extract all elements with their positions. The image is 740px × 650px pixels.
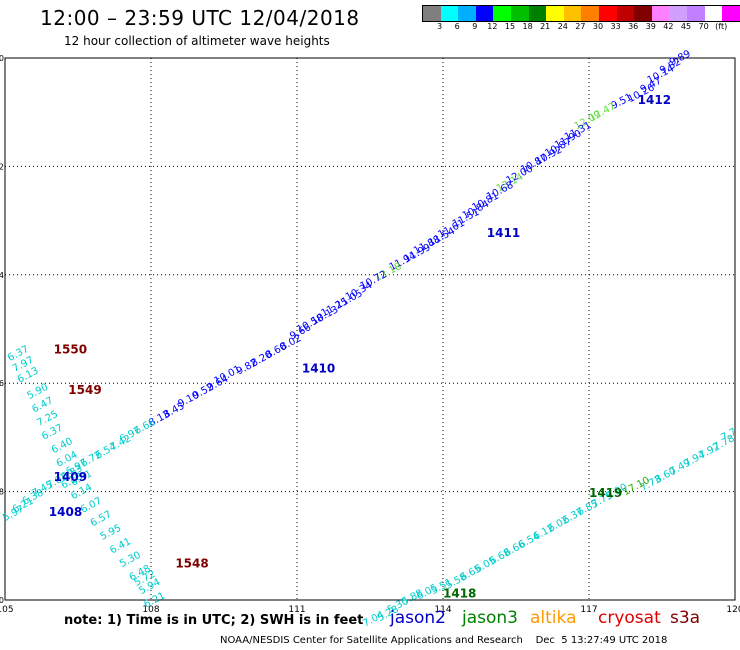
color-swatch (722, 6, 740, 21)
pass-number-label: 1412 (638, 93, 671, 107)
color-swatch (669, 6, 687, 21)
x-tick-label: 114 (434, 605, 451, 615)
color-scale-bar (422, 5, 740, 22)
pass-number-label: 1409 (54, 470, 87, 484)
color-scale-label: 42 (663, 22, 674, 31)
color-swatch (440, 6, 459, 21)
x-tick-label: 117 (580, 605, 597, 615)
pass-number-label: 1550 (54, 342, 87, 356)
pass-number-label: 1549 (68, 383, 101, 397)
color-swatch (581, 6, 599, 21)
map-frame (4, 57, 736, 601)
y-tick-label: -56 (0, 379, 4, 388)
color-scale-label: 6 (454, 22, 460, 31)
color-swatch (528, 6, 547, 21)
color-scale-label: (ft) (715, 22, 728, 31)
page-title: 12:00 – 23:59 UTC 12/04/2018 (40, 6, 360, 30)
satellite-legend-entry: altika (530, 608, 577, 628)
color-scale-label: 70 (698, 22, 709, 31)
color-scale-label: 9 (472, 22, 478, 31)
color-swatch (651, 6, 670, 21)
color-swatch (616, 6, 635, 21)
swh-value-label: 7.04 (361, 609, 386, 629)
color-swatch (598, 6, 617, 21)
x-tick-label: 105 (0, 605, 14, 615)
x-tick-label: 111 (288, 605, 305, 615)
color-scale-label: 12 (487, 22, 498, 31)
x-tick-label: 108 (142, 605, 159, 615)
color-swatch (634, 6, 652, 21)
color-swatch (510, 6, 529, 21)
color-swatch (475, 6, 494, 21)
color-scale-label: 24 (557, 22, 568, 31)
color-swatch (546, 6, 564, 21)
y-tick-label: -60 (0, 596, 4, 605)
pass-number-label: 1548 (175, 556, 208, 570)
pass-number-label: 1419 (589, 486, 622, 500)
color-swatch (458, 6, 476, 21)
color-swatch (704, 6, 723, 21)
pass-number-label: 1411 (487, 226, 520, 240)
color-scale-label: 36 (628, 22, 639, 31)
color-scale-label: 33 (610, 22, 621, 31)
y-tick-label: -58 (0, 488, 4, 497)
color-scale-label: 18 (522, 22, 533, 31)
y-tick-label: -52 (0, 162, 4, 171)
color-scale-label: 45 (680, 22, 692, 31)
color-scale-label: 39 (645, 22, 656, 31)
footer-note: note: 1) Time is in UTC; 2) SWH is in fe… (64, 613, 364, 628)
color-swatch (423, 6, 441, 21)
satellite-legend-entry: s3a (670, 608, 701, 628)
x-tick-label: 120 (726, 605, 740, 615)
y-tick-label: -54 (0, 271, 4, 280)
color-scale-label: 27 (575, 22, 586, 31)
color-scale-label: 3 (437, 22, 443, 31)
pass-number-label: 1408 (49, 505, 82, 519)
satellite-legend-entry: jason3 (462, 608, 518, 628)
pass-number-label: 1410 (302, 361, 335, 375)
color-scale-labels: 3 6 9 12 15 18 21 24 27 30 33 36 39 42 45 70 (ft) (422, 22, 740, 34)
color-scale-label: 21 (540, 22, 551, 31)
color-scale-label: 15 (504, 22, 516, 31)
color-swatch (493, 6, 511, 21)
page-subtitle: 12 hour collection of altimeter wave hei… (64, 34, 330, 48)
y-tick-label: -50 (0, 54, 4, 63)
satellite-legend-entry: jason2 (390, 608, 446, 628)
color-swatch (563, 6, 582, 21)
satellite-legend-entry: cryosat (598, 608, 661, 628)
color-swatch (686, 6, 705, 21)
color-scale-label: 30 (592, 22, 604, 31)
credit-line: NOAA/NESDIS Center for Satellite Applica… (220, 635, 668, 646)
pass-number-label: 1418 (443, 586, 476, 600)
